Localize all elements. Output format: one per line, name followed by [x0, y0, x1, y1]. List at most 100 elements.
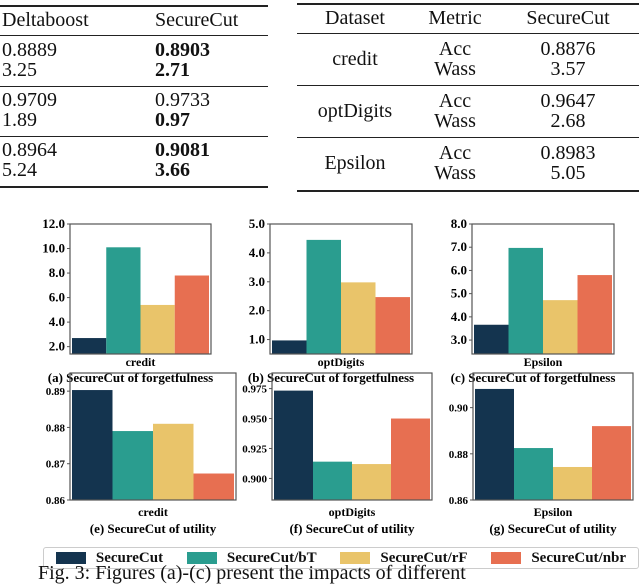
securecut-wass: 0.97: [155, 109, 190, 131]
y-tick-label: 0.87: [46, 459, 66, 471]
bar-securecut-rf: [352, 464, 391, 500]
dataset-name: Epsilon: [324, 152, 386, 174]
securecut-wass: 3.66: [155, 159, 190, 181]
bar-securecut-nbr: [375, 297, 410, 354]
legend-item-securecut: SecureCut: [55, 549, 164, 567]
y-tick-label: 10.0: [42, 241, 65, 256]
figure-caption: Fig. 3: Figures (a)-(c) present the impa…: [38, 562, 466, 584]
plot-frame: [471, 223, 615, 355]
plot-frame: [69, 372, 237, 501]
y-tick-label: 0.88: [46, 422, 66, 434]
x-axis-label: optDigits: [318, 355, 365, 369]
bar-securecut: [274, 390, 313, 500]
metric-wass: Wass: [434, 110, 476, 132]
x-axis-label: Epsilon: [524, 355, 563, 369]
y-tick-label: 1.0: [249, 332, 265, 347]
header-deltaboost: Deltaboost: [2, 9, 89, 31]
bar-securecut: [474, 324, 509, 354]
subfigure-caption: (c) SecureCut of forgetfulness: [451, 370, 616, 385]
bar-securecut: [272, 340, 307, 354]
y-tick-label: 12.0: [42, 216, 65, 231]
rule: [297, 33, 639, 34]
value-wass: 3.57: [550, 58, 586, 80]
y-tick-label: 8.0: [49, 265, 65, 280]
deltaboost-acc: 0.8889: [2, 39, 57, 61]
bar-securecut-rf: [341, 282, 376, 354]
metric-acc: Acc: [438, 142, 472, 164]
bottom-rule: [0, 186, 268, 188]
metric-wass: Wass: [434, 162, 476, 184]
subfigure-caption: (f) SecureCut of utility: [289, 521, 415, 536]
subfigure-caption: (e) SecureCut of utility: [90, 521, 217, 536]
y-tick-label: 3.0: [451, 332, 467, 347]
subfigure-caption: (b) SecureCut of forgetfulness: [248, 370, 414, 385]
header-dataset: Dataset: [325, 7, 385, 29]
y-tick-label: 0.86: [46, 495, 66, 507]
top-rule: [297, 3, 639, 5]
rule: [0, 35, 268, 36]
bar-securecut-rf: [553, 466, 592, 500]
header-securecut: SecureCut: [155, 9, 239, 31]
securecut-acc: 0.9081: [155, 139, 210, 161]
x-axis-label: credit: [126, 355, 156, 369]
bar-securecut-bt: [514, 448, 553, 500]
x-axis-label: credit: [138, 505, 168, 519]
metric-acc: Acc: [438, 38, 472, 60]
value-acc: 0.9647: [540, 90, 596, 112]
bar-securecut-bt: [313, 461, 352, 500]
bottom-rule: [297, 190, 639, 192]
legend: SecureCut SecureCut/bT SecureCut/rF Secu…: [43, 547, 639, 569]
top-rule: [0, 5, 268, 7]
value-wass: 5.05: [550, 162, 586, 184]
legend-label: SecureCut: [95, 549, 164, 566]
bar-securecut-rf: [140, 304, 175, 354]
rule: [0, 86, 268, 87]
y-tick-label: 4.0: [249, 245, 265, 260]
legend-label: SecureCut/rF: [380, 549, 468, 566]
header-securecut: SecureCut: [526, 7, 610, 29]
y-tick-label: 3.0: [249, 274, 265, 289]
legend-item-securecut-nbr: SecureCut/nbr: [491, 550, 626, 567]
y-tick-label: 0.975: [242, 384, 267, 396]
securecut-acc: 0.9733: [155, 89, 210, 111]
rule: [297, 85, 639, 86]
value-acc: 0.8876: [540, 38, 596, 60]
bar-securecut-nbr: [174, 275, 209, 354]
legend-label: SecureCut/bT: [226, 549, 317, 566]
plot-frame: [269, 223, 413, 355]
bar-securecut-bt: [112, 431, 153, 500]
deltaboost-wass: 5.24: [2, 159, 37, 181]
y-tick-label: 0.950: [242, 414, 267, 426]
dataset-name: optDigits: [317, 100, 393, 122]
bar-securecut-nbr: [193, 473, 234, 500]
y-tick-label: 7.0: [451, 239, 467, 254]
bar-securecut-nbr: [577, 275, 612, 354]
securecut-acc: 0.8903: [155, 39, 210, 61]
metric-wass: Wass: [434, 58, 476, 80]
y-tick-label: 0.86: [449, 495, 469, 507]
dataset-name: credit: [332, 48, 378, 70]
y-tick-label: 2.0: [49, 339, 65, 354]
subfigure-caption: (g) SecureCut of utility: [489, 521, 617, 536]
legend-swatch: [491, 552, 522, 564]
header-metric: Metric: [428, 7, 482, 29]
y-tick-label: 8.0: [451, 216, 467, 231]
legend-item-securecut-bt: SecureCut/bT: [186, 549, 317, 567]
y-tick-label: 0.900: [242, 473, 267, 485]
y-tick-label: 2.0: [249, 303, 265, 318]
y-tick-label: 5.0: [249, 216, 265, 231]
y-tick-label: 0.925: [242, 443, 267, 455]
bar-securecut-rf: [543, 300, 578, 354]
legend-swatch: [186, 552, 217, 564]
y-tick-label: 4.0: [451, 309, 467, 324]
bar-securecut-nbr: [592, 426, 631, 500]
legend-swatch: [55, 552, 86, 564]
bar-securecut-bt: [306, 239, 341, 354]
rule: [297, 137, 639, 138]
plot-frame: [69, 223, 212, 355]
y-tick-label: 0.88: [449, 449, 469, 461]
securecut-wass: 2.71: [155, 59, 190, 81]
y-tick-label: 0.89: [46, 386, 66, 398]
x-axis-label: optDigits: [329, 505, 376, 519]
